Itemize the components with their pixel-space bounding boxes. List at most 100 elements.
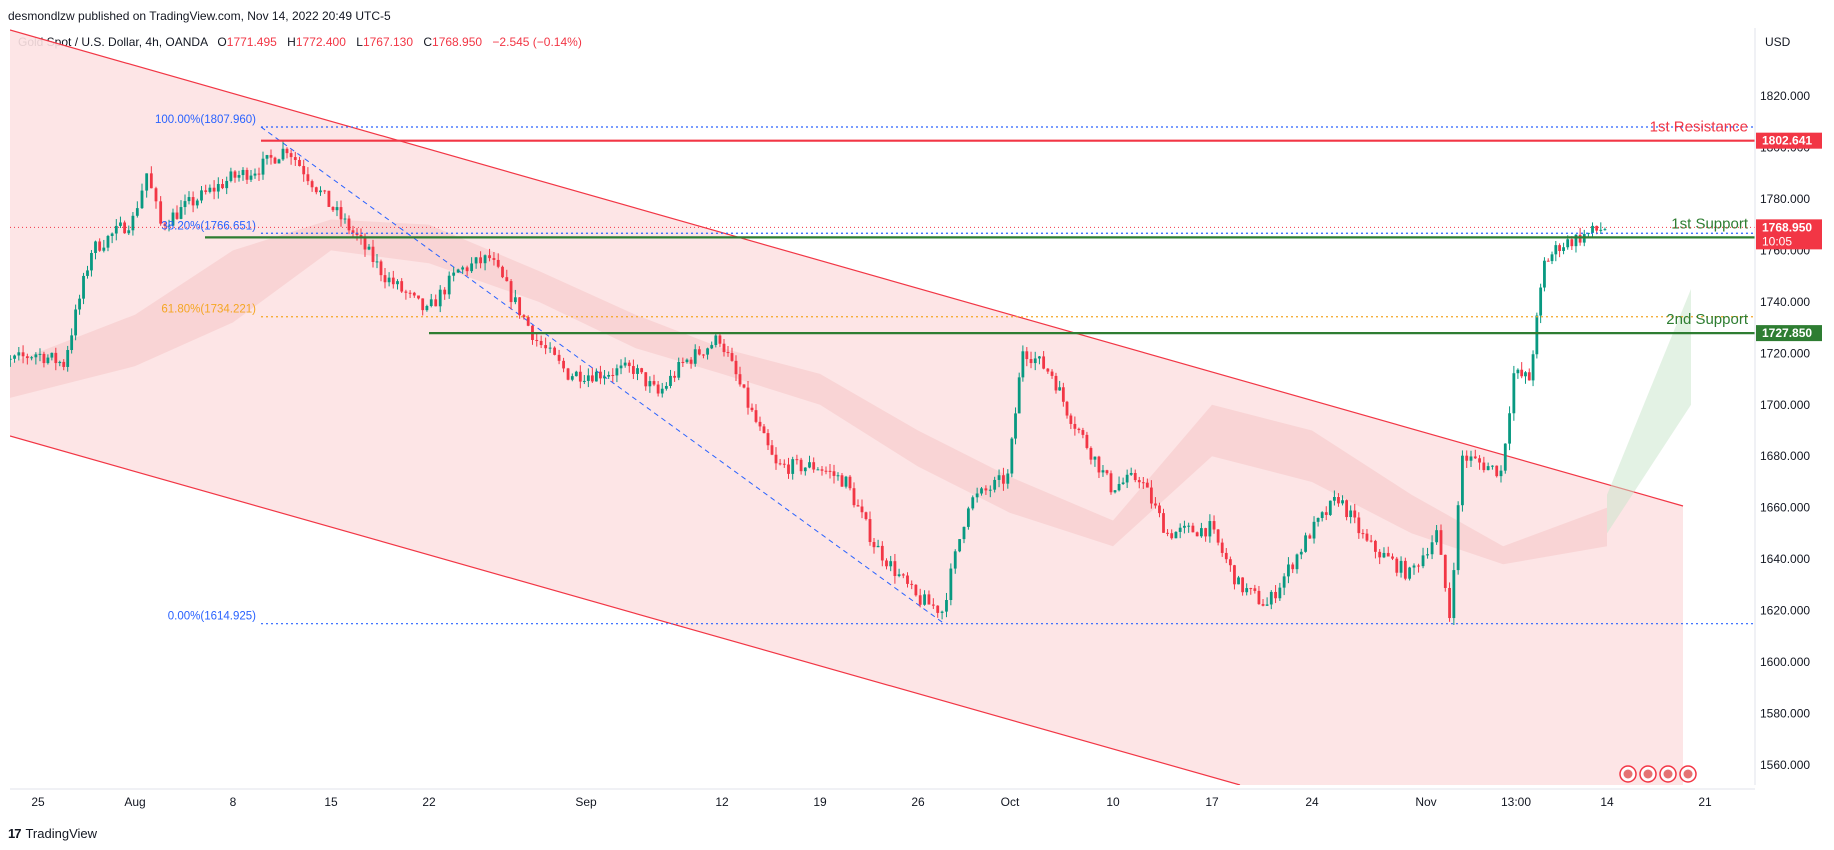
candle-body bbox=[722, 343, 726, 353]
candle-body bbox=[1299, 551, 1303, 555]
candle-body bbox=[636, 368, 639, 374]
candle-body bbox=[54, 352, 58, 364]
candle-body bbox=[1125, 474, 1129, 483]
candle-body bbox=[1320, 512, 1324, 518]
open-label: O bbox=[217, 35, 227, 49]
candle-body bbox=[1461, 455, 1464, 506]
tradingview-logo-icon[interactable]: 17 bbox=[8, 826, 22, 841]
candle-body bbox=[1503, 443, 1507, 471]
candle-body bbox=[425, 305, 429, 311]
candle-body bbox=[993, 479, 997, 490]
candle-body bbox=[1253, 588, 1257, 591]
candle-body bbox=[910, 583, 914, 585]
candle-body bbox=[1204, 528, 1208, 537]
candle-body bbox=[379, 261, 383, 276]
candle-body bbox=[171, 212, 175, 226]
low-label: L bbox=[356, 35, 363, 49]
candle-body bbox=[277, 159, 281, 164]
candle-body bbox=[208, 187, 212, 192]
candle-body bbox=[1395, 558, 1399, 573]
candles bbox=[10, 141, 1607, 626]
candle-body bbox=[163, 223, 167, 226]
candle-body bbox=[347, 218, 351, 231]
candle-body bbox=[931, 604, 935, 606]
candle-body bbox=[123, 222, 127, 234]
time-tick-label: 13:00 bbox=[1501, 795, 1531, 809]
ichimoku-cloud bbox=[10, 219, 1607, 565]
candle-body bbox=[17, 352, 21, 356]
candle-body bbox=[872, 542, 876, 548]
candle-body bbox=[225, 180, 229, 189]
candle-body bbox=[706, 348, 709, 355]
candle-body bbox=[1369, 540, 1373, 542]
candle-body bbox=[1448, 587, 1451, 619]
candle-body bbox=[465, 267, 469, 272]
plot-area[interactable]: 100.00%(1807.960) 38.20%(1766.651) 61.80%(… bbox=[0, 29, 1755, 785]
candle-body bbox=[1578, 234, 1582, 243]
candle-body bbox=[98, 241, 102, 251]
high-label: H bbox=[287, 35, 296, 49]
candle-body bbox=[710, 345, 714, 349]
candle-body bbox=[918, 595, 922, 605]
time-tick-label: 25 bbox=[31, 795, 45, 809]
candle-body bbox=[1101, 470, 1105, 473]
candle-body bbox=[1129, 472, 1133, 475]
candle-body bbox=[1332, 496, 1336, 501]
candle-body bbox=[945, 600, 948, 612]
candle-body bbox=[1482, 462, 1486, 471]
candle-body bbox=[1274, 591, 1277, 599]
candle-body bbox=[1469, 456, 1473, 461]
candle-body bbox=[1162, 513, 1165, 533]
time-tick-label: Oct bbox=[1001, 795, 1020, 809]
candle-body bbox=[644, 372, 648, 387]
candle-body bbox=[770, 445, 774, 455]
candle-body bbox=[1195, 532, 1199, 537]
candle-body bbox=[38, 353, 42, 355]
candle-body bbox=[1141, 482, 1145, 484]
candle-body bbox=[135, 208, 139, 216]
support2-price-tag-bg bbox=[1756, 325, 1822, 342]
candle-body bbox=[183, 201, 187, 208]
candle-body bbox=[1499, 470, 1503, 477]
candle-body bbox=[539, 340, 543, 346]
candle-body bbox=[474, 257, 478, 264]
candle-body bbox=[253, 173, 257, 176]
candle-body bbox=[673, 375, 677, 378]
candle-body bbox=[980, 488, 983, 494]
time-tick-label: 17 bbox=[1205, 795, 1219, 809]
candle-body bbox=[241, 169, 245, 176]
candle-body bbox=[1025, 351, 1029, 360]
candle-body bbox=[421, 298, 425, 311]
event-flag-dot bbox=[1663, 769, 1673, 779]
fib-level-label: 0.00%(1614.925) bbox=[168, 611, 256, 623]
candle-body bbox=[988, 489, 992, 491]
candle-body bbox=[927, 594, 931, 605]
candle-body bbox=[359, 234, 363, 238]
fib-trend-line bbox=[260, 126, 945, 625]
price-tick-label: 1720.000 bbox=[1760, 346, 1810, 360]
candle-body bbox=[249, 175, 253, 180]
candle-body bbox=[1158, 505, 1161, 514]
candle-body bbox=[1077, 428, 1081, 431]
candle-body bbox=[1595, 225, 1599, 231]
candle-body bbox=[434, 299, 438, 307]
candle-body bbox=[1073, 423, 1077, 429]
candle-body bbox=[1586, 232, 1590, 235]
candle-body bbox=[1105, 470, 1109, 474]
open-value: 1771.495 bbox=[226, 35, 277, 49]
candle-body bbox=[1228, 559, 1232, 566]
candle-body bbox=[816, 469, 820, 471]
candle-body bbox=[1208, 521, 1212, 537]
candle-body bbox=[1042, 356, 1046, 369]
candle-body bbox=[1357, 517, 1361, 534]
candle-body bbox=[273, 157, 277, 164]
candle-body bbox=[110, 233, 114, 236]
candle-body bbox=[1241, 577, 1245, 593]
candle-body bbox=[1191, 525, 1195, 533]
candle-body bbox=[314, 187, 318, 193]
candle-body bbox=[1069, 415, 1073, 424]
support2-price-tag: 1727.850 bbox=[1762, 326, 1812, 340]
candle-body bbox=[901, 574, 905, 576]
current-price-tag-bg bbox=[1756, 219, 1822, 250]
